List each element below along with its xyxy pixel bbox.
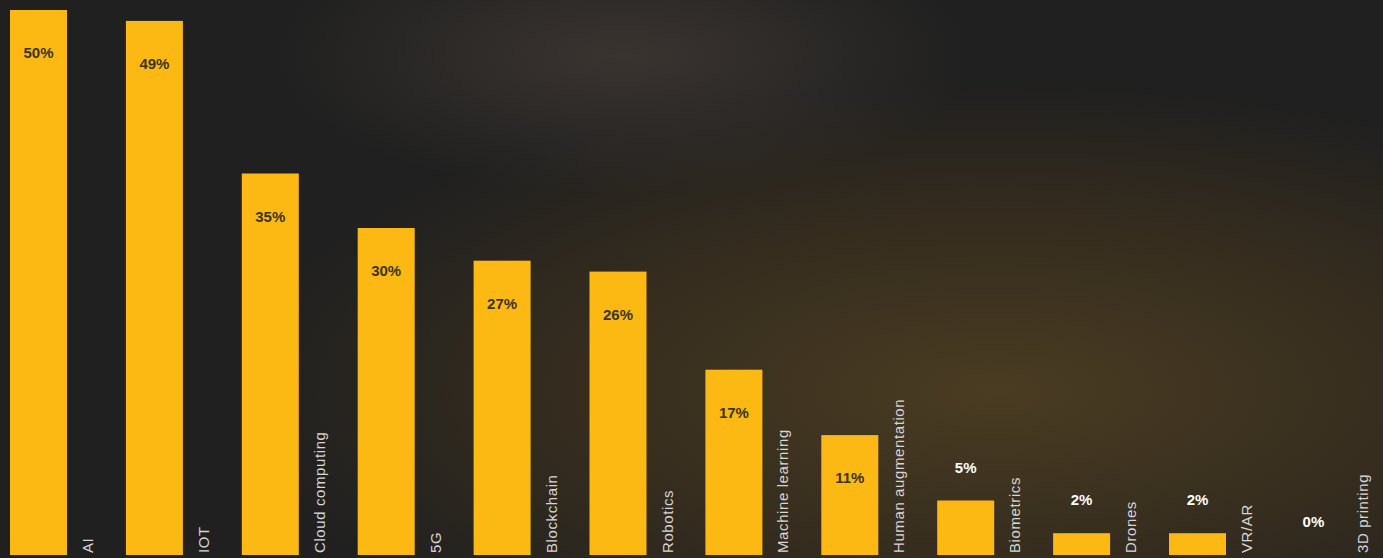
category-label: Blockchain xyxy=(543,474,560,553)
bars xyxy=(10,10,1226,555)
data-label: 35% xyxy=(255,208,285,225)
bar xyxy=(10,10,67,555)
bar xyxy=(937,501,994,556)
bar xyxy=(1285,555,1342,556)
data-label: 30% xyxy=(371,262,401,279)
data-label: 0% xyxy=(1303,513,1325,530)
category-label: Cloud computing xyxy=(311,431,328,553)
data-label: 2% xyxy=(1071,491,1093,508)
data-label: 49% xyxy=(139,55,169,72)
bar xyxy=(1053,533,1110,555)
category-label: Biometrics xyxy=(1006,477,1023,553)
labels: 50% AI 49% IOT 35% Cloud computing 30% 5G 27% Blo… xyxy=(23,44,1370,553)
bar xyxy=(705,370,762,555)
data-label: 50% xyxy=(23,44,53,61)
bar xyxy=(242,174,299,556)
bar xyxy=(590,272,647,555)
category-label: Robotics xyxy=(659,490,676,553)
data-label: 5% xyxy=(955,459,977,476)
bar xyxy=(821,435,878,555)
background-shade xyxy=(0,0,1383,558)
category-label: 5G xyxy=(427,532,444,553)
data-label: 2% xyxy=(1187,491,1209,508)
data-label: 17% xyxy=(719,404,749,421)
category-label: VR/AR xyxy=(1238,504,1255,553)
category-label: Human augmentation xyxy=(890,399,907,553)
bar xyxy=(1169,533,1226,555)
data-label: 26% xyxy=(603,306,633,323)
category-label: 3D printing xyxy=(1354,474,1371,553)
category-label: IOT xyxy=(195,526,212,553)
category-label: Machine learning xyxy=(774,429,791,553)
chart: 50% AI 49% IOT 35% Cloud computing 30% 5G 27% Blo… xyxy=(0,0,1383,558)
category-label: Drones xyxy=(1122,501,1139,553)
bar xyxy=(126,21,183,555)
category-label: AI xyxy=(79,538,96,553)
bar xyxy=(358,228,415,555)
bar xyxy=(474,261,531,555)
background xyxy=(0,0,1383,558)
data-label: 11% xyxy=(835,469,864,486)
data-label: 27% xyxy=(487,295,517,312)
